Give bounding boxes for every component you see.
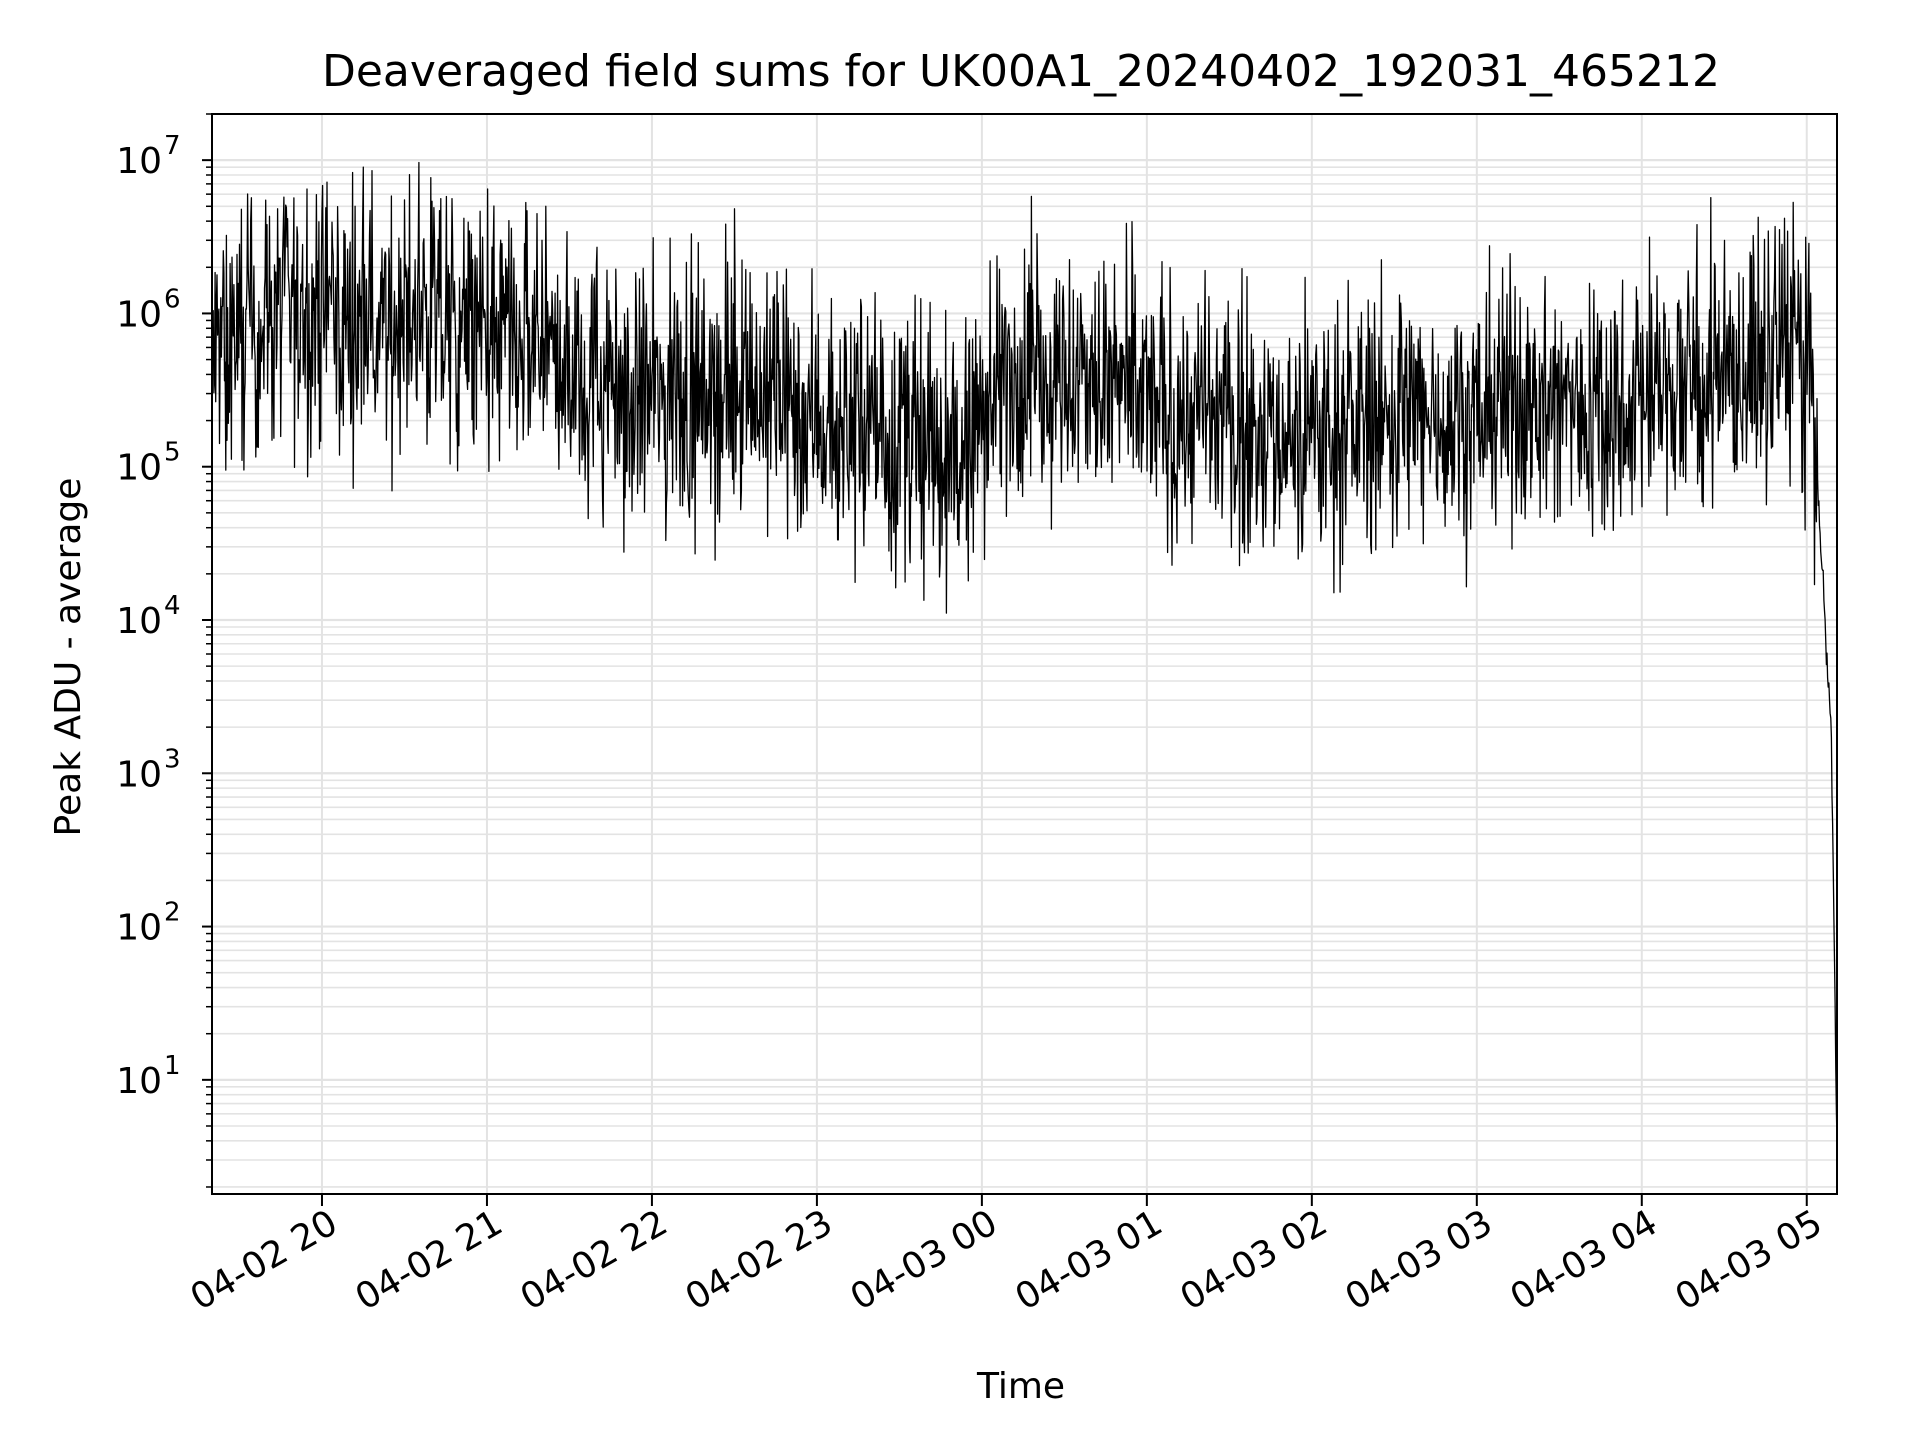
y-tick-label: 10 1 [116, 1051, 180, 1102]
y-tick-exponent: 5 [164, 438, 181, 468]
y-tick-exponent: 6 [164, 284, 181, 314]
chart-title: Deaveraged field sums for UK00A1_2024040… [322, 46, 1720, 97]
series-line [211, 161, 1838, 1143]
y-tick-base: 10 [116, 294, 162, 335]
y-tick-exponent: 7 [164, 131, 181, 161]
y-tick-exponent: 3 [164, 744, 181, 774]
y-tick-label: 10 5 [116, 438, 180, 489]
y-tick-label: 10 4 [116, 591, 180, 642]
x-axis-label: Time [976, 1366, 1065, 1407]
y-tick-base: 10 [116, 754, 162, 795]
y-tick-exponent: 2 [164, 898, 181, 928]
y-tick-label: 10 2 [116, 898, 180, 949]
series-line-group [211, 161, 1838, 1143]
y-tick-label: 10 3 [116, 744, 180, 795]
grid-lines [212, 113, 1837, 1194]
y-tick-base: 10 [116, 141, 162, 182]
y-tick-exponent: 4 [164, 591, 181, 621]
y-tick-label: 10 7 [116, 131, 180, 182]
y-tick-base: 10 [116, 1061, 162, 1102]
y-tick-base: 10 [116, 601, 162, 642]
y-tick-label: 10 6 [116, 284, 180, 335]
y-tick-base: 10 [116, 908, 162, 949]
y-tick-exponent: 1 [164, 1051, 181, 1081]
y-axis-label: Peak ADU - average [48, 478, 89, 837]
y-tick-base: 10 [116, 448, 162, 489]
